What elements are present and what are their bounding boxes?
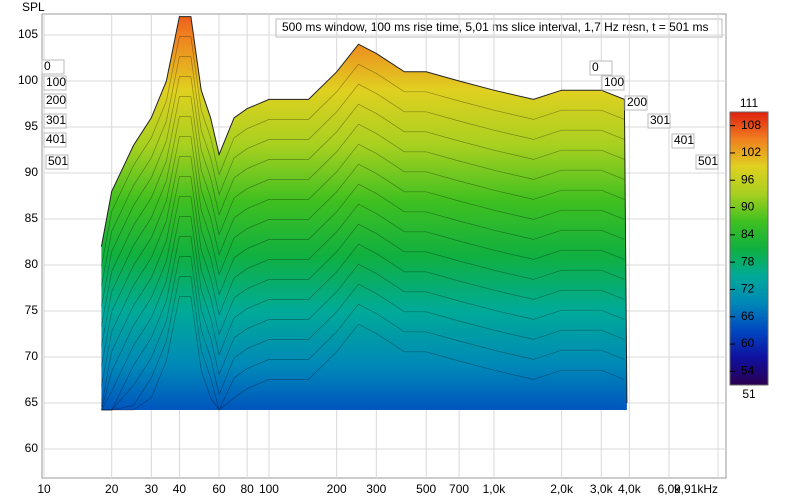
y-tick-label: 60: [25, 441, 39, 455]
slice-label: 0: [592, 60, 599, 74]
slice-label: 100: [46, 75, 66, 89]
title-box: [275, 18, 723, 38]
colorbar-tick-label: 102: [741, 145, 761, 159]
colorbar-tick-label: 60: [741, 336, 755, 350]
slice-line: [101, 176, 625, 407]
x-tick-label: 20: [105, 482, 119, 496]
slice-label: 100: [604, 75, 624, 89]
slice-line: [101, 196, 625, 411]
slice-label-box: [647, 113, 671, 129]
slice-label: 301: [46, 113, 66, 127]
slice-label-box: [624, 95, 648, 111]
y-tick-label: 95: [25, 119, 39, 133]
x-tick-label: 2,0k: [550, 482, 574, 496]
slice-line: [101, 116, 625, 347]
slice-label-box: [601, 75, 625, 91]
x-tick-label: 9,91kHz: [674, 482, 718, 496]
colorbar-tick-label: 72: [741, 282, 755, 296]
slice-label-box: [45, 154, 69, 170]
chart-title: 500 ms window, 100 ms rise time, 5,01 ms…: [282, 20, 709, 34]
slice-label-box: [43, 75, 67, 91]
surface: [100, 16, 628, 412]
surface-fill: [101, 16, 627, 410]
y-tick-label: 75: [25, 303, 39, 317]
slice-line: [101, 276, 625, 412]
x-tick-label: 300: [366, 482, 386, 496]
colorbar-tick-label: 54: [741, 364, 755, 378]
slice-label: 0: [44, 59, 51, 73]
x-tick-label: 100: [259, 482, 279, 496]
slice-label: 301: [650, 113, 670, 127]
slice-label-box: [41, 59, 65, 75]
y-tick-label: 70: [25, 349, 39, 363]
x-tick-label: 30: [145, 482, 159, 496]
slice-label-box: [43, 113, 67, 129]
slice-label: 200: [46, 93, 66, 107]
slice-line: [101, 136, 625, 367]
y-tick-label: 85: [25, 211, 39, 225]
x-tick-label: 1,0k: [483, 482, 507, 496]
y-tick-label: 105: [18, 27, 38, 41]
colorbar-tick-label: 90: [741, 200, 755, 214]
y-axis-label: SPL: [22, 0, 45, 14]
slice-line: [101, 76, 625, 307]
slice-line: [101, 96, 625, 327]
y-tick-label: 90: [25, 165, 39, 179]
x-tick-label: 4,0k: [618, 482, 642, 496]
y-tick-label: 65: [25, 395, 39, 409]
slice-label: 401: [46, 132, 66, 146]
slice-line: [101, 216, 625, 411]
colorbar-tick-label: 96: [741, 172, 755, 186]
slice-line: [101, 296, 625, 411]
colorbar-max: 111: [740, 96, 759, 110]
y-tick-label: 80: [25, 257, 39, 271]
slice-line: [101, 256, 625, 411]
colorbar-tick-label: 78: [741, 254, 755, 268]
colorbar-tick-label: 84: [741, 227, 755, 241]
x-tick-label: 700: [449, 482, 469, 496]
slice-label: 401: [674, 133, 694, 147]
colorbar: [729, 111, 769, 386]
slice-label-box: [695, 154, 719, 170]
slice-label-box: [43, 132, 67, 148]
colorbar-tick-label: 66: [741, 309, 755, 323]
x-tick-label: 40: [173, 482, 187, 496]
slice-line: [101, 36, 625, 267]
slice-label-box: [671, 133, 695, 149]
slice-label: 200: [627, 95, 647, 109]
x-tick-label: 500: [416, 482, 436, 496]
slice-line: [101, 156, 625, 387]
slice-label: 501: [48, 154, 68, 168]
slice-label-box: [589, 60, 613, 76]
slice-label-box: [43, 93, 67, 109]
x-tick-label: 6,0k: [658, 482, 682, 496]
slice-line: [101, 236, 625, 411]
x-tick-label: 200: [327, 482, 347, 496]
colorbar-min: 51: [742, 387, 756, 401]
slice-label: 501: [698, 154, 718, 168]
x-tick-label: 60: [212, 482, 226, 496]
x-tick-label: 10: [37, 482, 51, 496]
surface-edge: [100, 16, 628, 404]
slice-line: [101, 56, 625, 287]
y-tick-label: 100: [18, 73, 38, 87]
x-tick-label: 3,0k: [590, 482, 614, 496]
x-tick-label: 80: [240, 482, 254, 496]
colorbar-tick-label: 108: [741, 118, 761, 132]
